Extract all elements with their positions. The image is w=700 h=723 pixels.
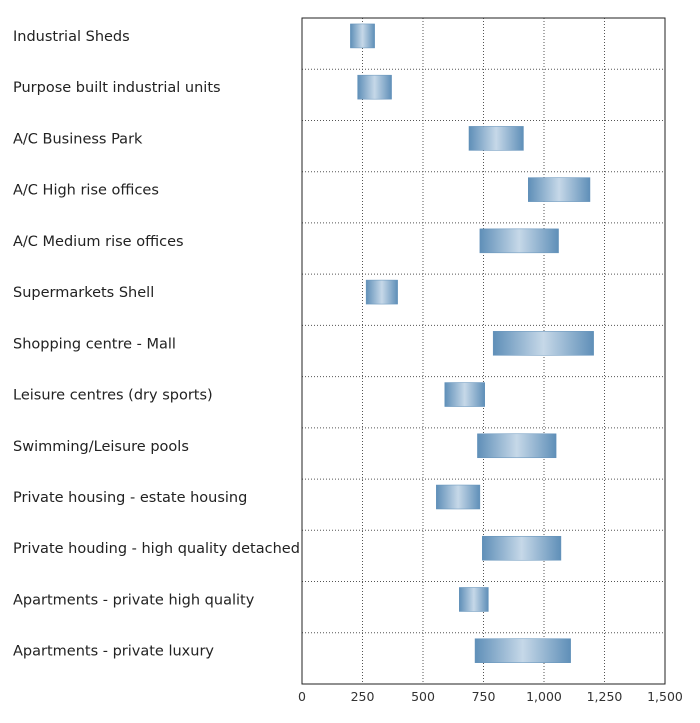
- category-label: Leisure centres (dry sports): [13, 388, 213, 404]
- range-bar: [474, 638, 571, 663]
- category-label: Purpose built industrial units: [13, 80, 221, 96]
- range-bar: [528, 177, 591, 202]
- range-bars: [350, 23, 594, 663]
- grid-lines: [302, 18, 665, 684]
- category-label: Industrial Sheds: [13, 29, 130, 45]
- x-tick-label: 1,250: [587, 689, 623, 704]
- range-bar: [479, 228, 559, 254]
- category-label: Apartments - private luxury: [13, 644, 214, 660]
- category-label: Apartments - private high quality: [13, 592, 255, 608]
- range-bar: [459, 587, 489, 612]
- category-label: Swimming/Leisure pools: [13, 439, 189, 455]
- x-tick-label: 1,500: [647, 689, 683, 704]
- category-labels: Industrial Sheds Purpose built industrial…: [13, 29, 300, 660]
- x-tick-label: 250: [351, 689, 375, 704]
- range-bar: [444, 382, 485, 407]
- category-label: Supermarkets Shell: [13, 285, 154, 301]
- range-bar: [492, 331, 594, 356]
- category-label: A/C Medium rise offices: [13, 234, 184, 250]
- category-label: Shopping centre - Mall: [13, 336, 176, 352]
- x-tick-label: 1,000: [526, 689, 562, 704]
- x-axis-ticks: 0 250 500 750 1,000 1,250 1,500: [298, 689, 683, 704]
- range-bar: [477, 433, 557, 459]
- plot-frame: [301, 17, 666, 685]
- range-bar: [350, 23, 375, 49]
- range-bar: [357, 74, 392, 100]
- category-label: A/C Business Park: [13, 131, 143, 147]
- range-bar: [365, 279, 398, 305]
- range-bar: [468, 126, 524, 151]
- range-bar: [436, 484, 481, 510]
- x-tick-label: 500: [411, 689, 435, 704]
- category-label: Private housing - estate housing: [13, 490, 247, 506]
- x-tick-label: 0: [298, 689, 306, 704]
- range-bar: [482, 535, 562, 561]
- category-label: A/C High rise offices: [13, 183, 159, 199]
- category-label: Private houding - high quality detached: [13, 541, 300, 557]
- x-tick-label: 750: [472, 689, 496, 704]
